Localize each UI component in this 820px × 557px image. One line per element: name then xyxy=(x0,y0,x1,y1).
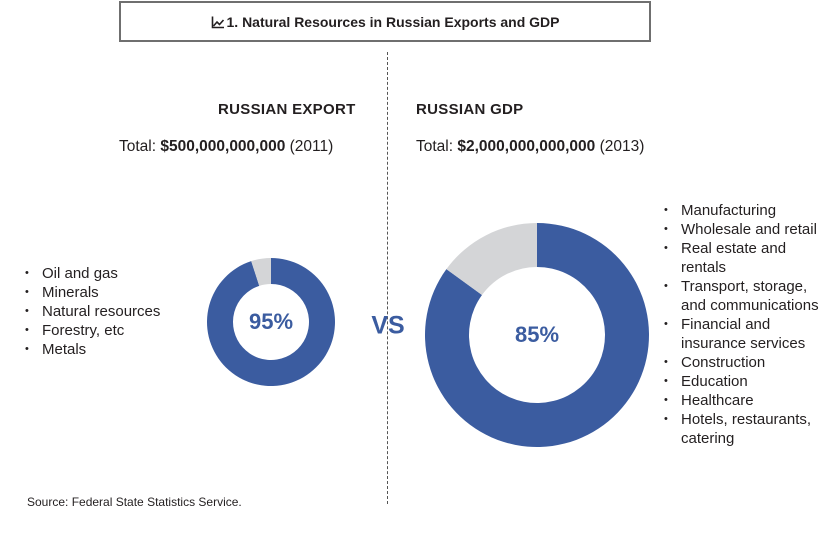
list-item: Oil and gas xyxy=(22,264,172,283)
export-total: Total: $500,000,000,000 (2011) xyxy=(119,138,333,156)
list-item: Hotels, restaurants, catering xyxy=(661,410,819,448)
source-note: Source: Federal State Statistics Service… xyxy=(27,495,242,509)
gdp-total-value: $2,000,000,000,000 xyxy=(457,138,596,155)
gdp-percent-label: 85% xyxy=(514,322,560,347)
donut-slice-non-resource-sectors xyxy=(425,223,649,447)
export-heading: RUSSIAN EXPORT xyxy=(218,101,356,118)
list-item: Healthcare xyxy=(661,391,819,410)
list-item: Financial and insurance services xyxy=(661,315,819,353)
export-category-list: Oil and gas Minerals Natural resources F… xyxy=(22,264,172,359)
list-item: Wholesale and retail xyxy=(661,220,819,239)
gdp-total-prefix: Total: xyxy=(416,138,458,155)
export-total-prefix: Total: xyxy=(119,138,161,155)
list-item: Transport, storage, and communications xyxy=(661,277,819,315)
export-percent-label: 95% xyxy=(248,309,294,334)
gdp-heading: RUSSIAN GDP xyxy=(416,101,524,118)
list-item: Minerals xyxy=(22,283,172,302)
vs-label: VS xyxy=(371,311,405,340)
center-divider xyxy=(387,52,388,504)
list-item: Metals xyxy=(22,340,172,359)
chart-title: 1. Natural Resources in Russian Exports … xyxy=(226,13,560,30)
list-item: Natural resources xyxy=(22,302,172,321)
donut-slice-other xyxy=(446,223,537,296)
list-item: Real estate and rentals xyxy=(661,239,819,277)
export-total-value: $500,000,000,000 xyxy=(160,138,286,155)
gdp-total: Total: $2,000,000,000,000 (2013) xyxy=(416,138,644,156)
gdp-total-suffix: (2013) xyxy=(595,138,645,155)
donut-slice-natural-resources xyxy=(207,258,335,386)
list-item: Construction xyxy=(661,353,819,372)
donut-slice-other xyxy=(251,258,271,286)
export-donut-chart xyxy=(207,258,335,386)
gdp-donut-chart xyxy=(425,223,649,447)
line-chart-icon xyxy=(211,16,224,28)
list-item: Forestry, etc xyxy=(22,321,172,340)
gdp-category-list: Manufacturing Wholesale and retail Real … xyxy=(661,201,819,448)
list-item: Education xyxy=(661,372,819,391)
list-item: Manufacturing xyxy=(661,201,819,220)
export-total-suffix: (2011) xyxy=(285,138,334,155)
chart-title-box: 1. Natural Resources in Russian Exports … xyxy=(119,1,651,42)
